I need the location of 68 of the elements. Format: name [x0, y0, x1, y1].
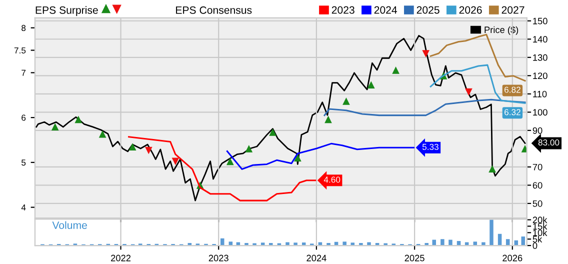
y2-tick-label: 60 [532, 182, 542, 189]
point [465, 88, 472, 96]
y2-tick-label: 120 [533, 72, 548, 80]
bar [384, 243, 388, 246]
y2-tick-label: 70 [532, 164, 542, 170]
text: EPS Surprise [36, 6, 98, 16]
y-tick-label: 6 [22, 114, 26, 121]
data-label: 6.82 [504, 86, 520, 93]
point [98, 130, 106, 138]
bar [440, 239, 444, 246]
x-tick-label: 2023 [208, 254, 228, 262]
point [488, 165, 496, 172]
x-tick-label: 2025 [404, 254, 424, 262]
x-tick-label: 2024 [306, 254, 326, 262]
legend-label: 2026 [459, 6, 482, 14]
legend-label: 2024 [374, 6, 398, 14]
line-series [36, 34, 526, 202]
y-tick-label: 7.5 [14, 47, 26, 54]
point [269, 128, 276, 136]
y2-tick-label: 110 [533, 90, 547, 98]
data-label: 6.32 [504, 109, 520, 116]
y2-tick-label: 90 [532, 127, 542, 134]
point [245, 145, 253, 152]
annotation: Volume [52, 221, 87, 229]
y-tick-label: 4 [21, 204, 26, 210]
data-label: 83.00 [538, 139, 560, 146]
bar [521, 236, 525, 246]
bar [490, 220, 494, 246]
point [144, 146, 152, 154]
line-series [430, 34, 526, 82]
y2-tick-label: 140 [533, 36, 548, 43]
bar [342, 242, 346, 246]
data-label: 4.60 [324, 176, 340, 183]
data-label: 5.33 [422, 144, 438, 150]
line-series [430, 64, 526, 104]
y2-tick-label: 0 [532, 242, 538, 249]
point [422, 50, 430, 58]
y2-tick-label: 130 [533, 54, 548, 61]
point [392, 66, 400, 74]
y2-tick-label: 5k [532, 236, 542, 242]
x-tick-label: 2022 [111, 254, 131, 262]
point [172, 158, 180, 166]
y2-tick-label: 15k [533, 222, 548, 230]
legend-label: Price ($) [484, 26, 518, 35]
bar [294, 242, 298, 246]
point [128, 143, 136, 151]
legend-label: 2027 [502, 6, 524, 14]
y-tick-label: 5 [22, 160, 26, 166]
x-tick-label: 2026 [502, 254, 522, 262]
point [226, 158, 234, 166]
point [74, 116, 82, 124]
legend-label: 2025 [416, 6, 440, 14]
point [294, 154, 302, 162]
point [367, 81, 375, 88]
y2-tick-label: 100 [533, 109, 548, 116]
legend-label: 2023 [332, 6, 354, 14]
bar [252, 243, 256, 246]
point [51, 123, 59, 130]
y2-tick-label: 150 [533, 18, 548, 24]
text: EPS Consensus [176, 6, 252, 14]
bar [448, 240, 452, 246]
y-tick-label: 7 [22, 70, 26, 76]
y2-tick-label: 20k [532, 216, 548, 224]
y2-tick-label: 10k [533, 229, 548, 236]
y2-tick-label: 50 [532, 200, 542, 207]
point [342, 98, 350, 105]
point [324, 116, 332, 124]
y-tick-label: 8 [22, 24, 26, 32]
